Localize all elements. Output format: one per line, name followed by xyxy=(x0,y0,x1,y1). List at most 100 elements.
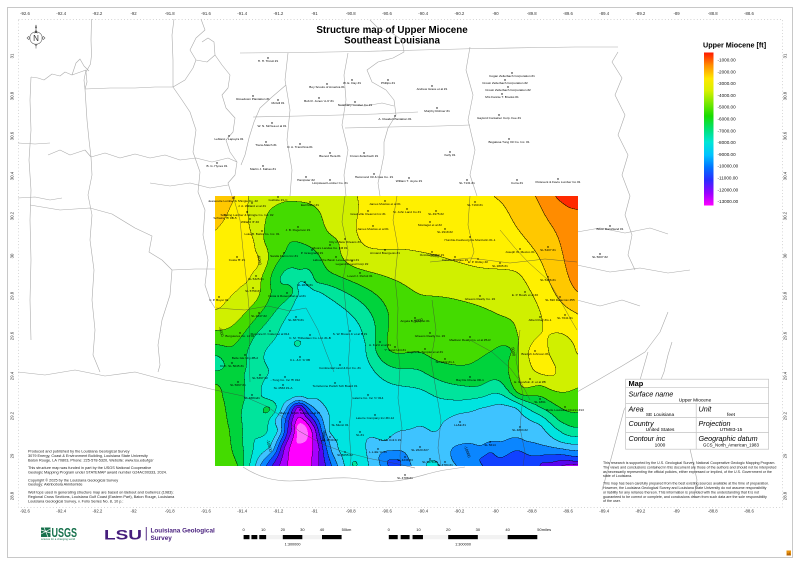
svg-text:SL 2848 #1: SL 2848 #1 xyxy=(297,283,313,287)
svg-text:-88.8: -88.8 xyxy=(708,508,718,513)
svg-text:Earl Miller #1: Earl Miller #1 xyxy=(301,203,319,207)
svg-text:50km: 50km xyxy=(342,527,352,532)
svg-text:-1000.00: -1000.00 xyxy=(718,58,737,63)
svg-text:Crown Zellerbach #1: Crown Zellerbach #1 xyxy=(350,154,379,158)
svg-text:Williard '#' #2: Williard '#' #2 xyxy=(241,220,259,224)
svg-text:-90.8: -90.8 xyxy=(346,11,356,16)
svg-text:William T. Joyce #1: William T. Joyce #1 xyxy=(396,179,423,183)
svg-text:Geology: Akinbobola Akintomide: Geology: Akinbobola Akintomide xyxy=(28,483,82,487)
svg-text:Laterre Company Inc #D-12: Laterre Company Inc #D-12 xyxy=(356,416,394,420)
svg-text:SD 2442 #1-1: SD 2442 #1-1 xyxy=(435,360,454,364)
svg-text:-5000: -5000 xyxy=(429,253,440,259)
svg-text:Schwing 'B' #B-5: Schwing 'B' #B-5 xyxy=(213,216,236,220)
svg-text:Bienod Hera #1: Bienod Hera #1 xyxy=(319,154,341,158)
svg-text:29.8: 29.8 xyxy=(10,291,15,300)
svg-text:29.8: 29.8 xyxy=(783,291,788,300)
svg-text:F. P. Buyer #1: F. P. Buyer #1 xyxy=(209,298,228,302)
svg-text:Costa 'B' #1: Costa 'B' #1 xyxy=(229,258,246,262)
svg-text:20: 20 xyxy=(281,527,286,532)
svg-text:C.L. & F 'A' #B: C.L. & F 'A' #B xyxy=(290,358,310,362)
svg-text:A. Kurtz et al #1: A. Kurtz et al #1 xyxy=(369,343,391,347)
svg-text:Angela B. Templet et al #1: Angela B. Templet et al #1 xyxy=(407,350,443,354)
svg-text:SL 2805 #1: SL 2805 #1 xyxy=(492,264,508,268)
svg-text:30.4: 30.4 xyxy=(783,171,788,180)
svg-text:30.6: 30.6 xyxy=(10,131,15,140)
svg-text:Mary A. Smith Nelson et al #1: Mary A. Smith Nelson et al #1 xyxy=(280,411,321,415)
svg-text:0: 0 xyxy=(388,527,391,532)
svg-text:Guillotte #1-C: Guillotte #1-C xyxy=(269,198,289,202)
svg-text:Terrebonne Parish Sch Board #1: Terrebonne Parish Sch Board #1 xyxy=(313,384,358,388)
svg-text:-92.6: -92.6 xyxy=(20,508,30,513)
svg-text:Costa & Rosendhal et al #1: Costa & Rosendhal et al #1 xyxy=(268,294,306,298)
svg-text:-6000: -6000 xyxy=(256,254,263,266)
svg-text:Gaylord Container Corp. Fee #1: Gaylord Container Corp. Fee #1 xyxy=(477,116,521,120)
svg-text:McGill #1: McGill #1 xyxy=(272,101,285,105)
svg-text:Lafourche Basin Levee District: Lafourche Basin Levee District #1 xyxy=(313,258,360,262)
svg-text:SL 6078 #1: SL 6078 #1 xyxy=(422,460,438,464)
svg-text:SL 4884 #1: SL 4884 #1 xyxy=(244,396,260,400)
svg-text:Boy Scouts of America #1: Boy Scouts of America #1 xyxy=(309,85,345,89)
svg-text:-92.6: -92.6 xyxy=(20,11,30,16)
svg-text:29.4: 29.4 xyxy=(783,371,788,380)
svg-text:-89.8: -89.8 xyxy=(527,11,537,16)
svg-text:3079 Energy, Coast & Environme: 3079 Energy, Coast & Environment Buildin… xyxy=(28,454,148,458)
svg-text:0: 0 xyxy=(242,527,245,532)
svg-text:-91.6: -91.6 xyxy=(201,11,211,16)
svg-text:Laterre Co. Inc 'C' #14: Laterre Co. Inc 'C' #14 xyxy=(353,396,384,400)
svg-text:-88.8: -88.8 xyxy=(708,11,718,16)
svg-text:J. A. Williard et al #1: J. A. Williard et al #1 xyxy=(238,204,266,208)
svg-text:W. N. McVea et al #1: W. N. McVea et al #1 xyxy=(258,124,287,128)
svg-text:SL 5456 #1: SL 5456 #1 xyxy=(540,278,556,282)
svg-text:30: 30 xyxy=(476,527,481,532)
svg-text:LSU: LSU xyxy=(104,528,142,543)
svg-text:30: 30 xyxy=(783,253,788,258)
svg-text:SL Munic #1: SL Munic #1 xyxy=(331,423,348,427)
svg-text:SL 4238 #3: SL 4238 #3 xyxy=(397,458,413,462)
svg-text:Contour inc: Contour inc xyxy=(629,434,666,443)
svg-text:Well tops used in generating s: Well tops used in generating structure m… xyxy=(28,491,174,495)
svg-text:SL #1: SL #1 xyxy=(356,433,364,437)
svg-text:Poitevent & Favre Lumber Co #1: Poitevent & Favre Lumber Co #1 xyxy=(535,180,580,184)
svg-text:Southeast Louisiana: Southeast Louisiana xyxy=(344,36,440,47)
svg-text:-10000: -10000 xyxy=(265,439,273,453)
svg-text:James Muslow et al #1: James Muslow et al #1 xyxy=(369,202,401,206)
svg-text:Gheens Realty Co. #2: Gheens Realty Co. #2 xyxy=(465,297,496,301)
svg-text:40: 40 xyxy=(320,527,325,532)
svg-text:-4000.00: -4000.00 xyxy=(718,93,737,98)
svg-text:E. Couvfoin Jr. et al #B: E. Couvfoin Jr. et al #B xyxy=(514,380,545,384)
svg-text:-4000: -4000 xyxy=(218,326,226,338)
svg-text:30.4: 30.4 xyxy=(10,171,15,180)
svg-text:SL 2620 #27: SL 2620 #27 xyxy=(411,448,429,452)
svg-text:SL 5759 #1: SL 5759 #1 xyxy=(245,289,261,293)
svg-text:-91.8: -91.8 xyxy=(165,11,175,16)
svg-text:SL 5055 #2: SL 5055 #2 xyxy=(337,453,353,457)
svg-text:SE Louisiana: SE Louisiana xyxy=(646,412,675,418)
svg-text:Burle Louisiana District #13: Burle Louisiana District #13 xyxy=(546,408,584,412)
svg-text:St. John Land Co #1: St. John Land Co #1 xyxy=(393,210,421,214)
svg-text:Camille Rougee #1: Camille Rougee #1 xyxy=(442,258,469,262)
svg-text:-90.2: -90.2 xyxy=(455,508,465,513)
svg-text:-90.4: -90.4 xyxy=(418,11,428,16)
svg-text:as necessarily representing th: as necessarily representing the official… xyxy=(603,470,772,474)
svg-text:1:300000: 1:300000 xyxy=(285,543,301,547)
svg-text:Kelly #1: Kelly #1 xyxy=(444,153,455,157)
svg-text:-10000: -10000 xyxy=(463,445,472,459)
svg-text:Area: Area xyxy=(628,404,644,413)
svg-text:Jeanerette Lumber & Shingle Co: Jeanerette Lumber & Shingle Co. #2 xyxy=(208,199,258,203)
svg-text:Upper Miocene: Upper Miocene xyxy=(679,398,712,404)
svg-text:-92.4: -92.4 xyxy=(56,11,66,16)
svg-text:Copyright © 2025 by the Louisi: Copyright © 2025 by the Louisiana Geolog… xyxy=(28,478,118,482)
svg-text:Phillips #1: Phillips #1 xyxy=(381,81,395,85)
svg-text:30.6: 30.6 xyxy=(783,131,788,140)
svg-text:Baton Rouge, LA 70803, Phone:: Baton Rouge, LA 70803, Phone: 225-578-53… xyxy=(28,458,154,462)
svg-text:Crown Zellerbach Corporation #: Crown Zellerbach Corporation #2 xyxy=(482,81,528,85)
svg-text:-92.2: -92.2 xyxy=(93,508,103,513)
svg-text:-89.4: -89.4 xyxy=(599,11,609,16)
svg-text:10: 10 xyxy=(416,527,421,532)
svg-text:-89.2: -89.2 xyxy=(636,11,646,16)
svg-text:-89.4: -89.4 xyxy=(599,508,609,513)
svg-text:Bradish Johnson #6: Bradish Johnson #6 xyxy=(521,352,549,356)
svg-text:29: 29 xyxy=(10,453,15,458)
svg-text:30: 30 xyxy=(10,253,15,258)
svg-text:Bob R. Jones 'A-6' #1: Bob R. Jones 'A-6' #1 xyxy=(304,99,334,103)
